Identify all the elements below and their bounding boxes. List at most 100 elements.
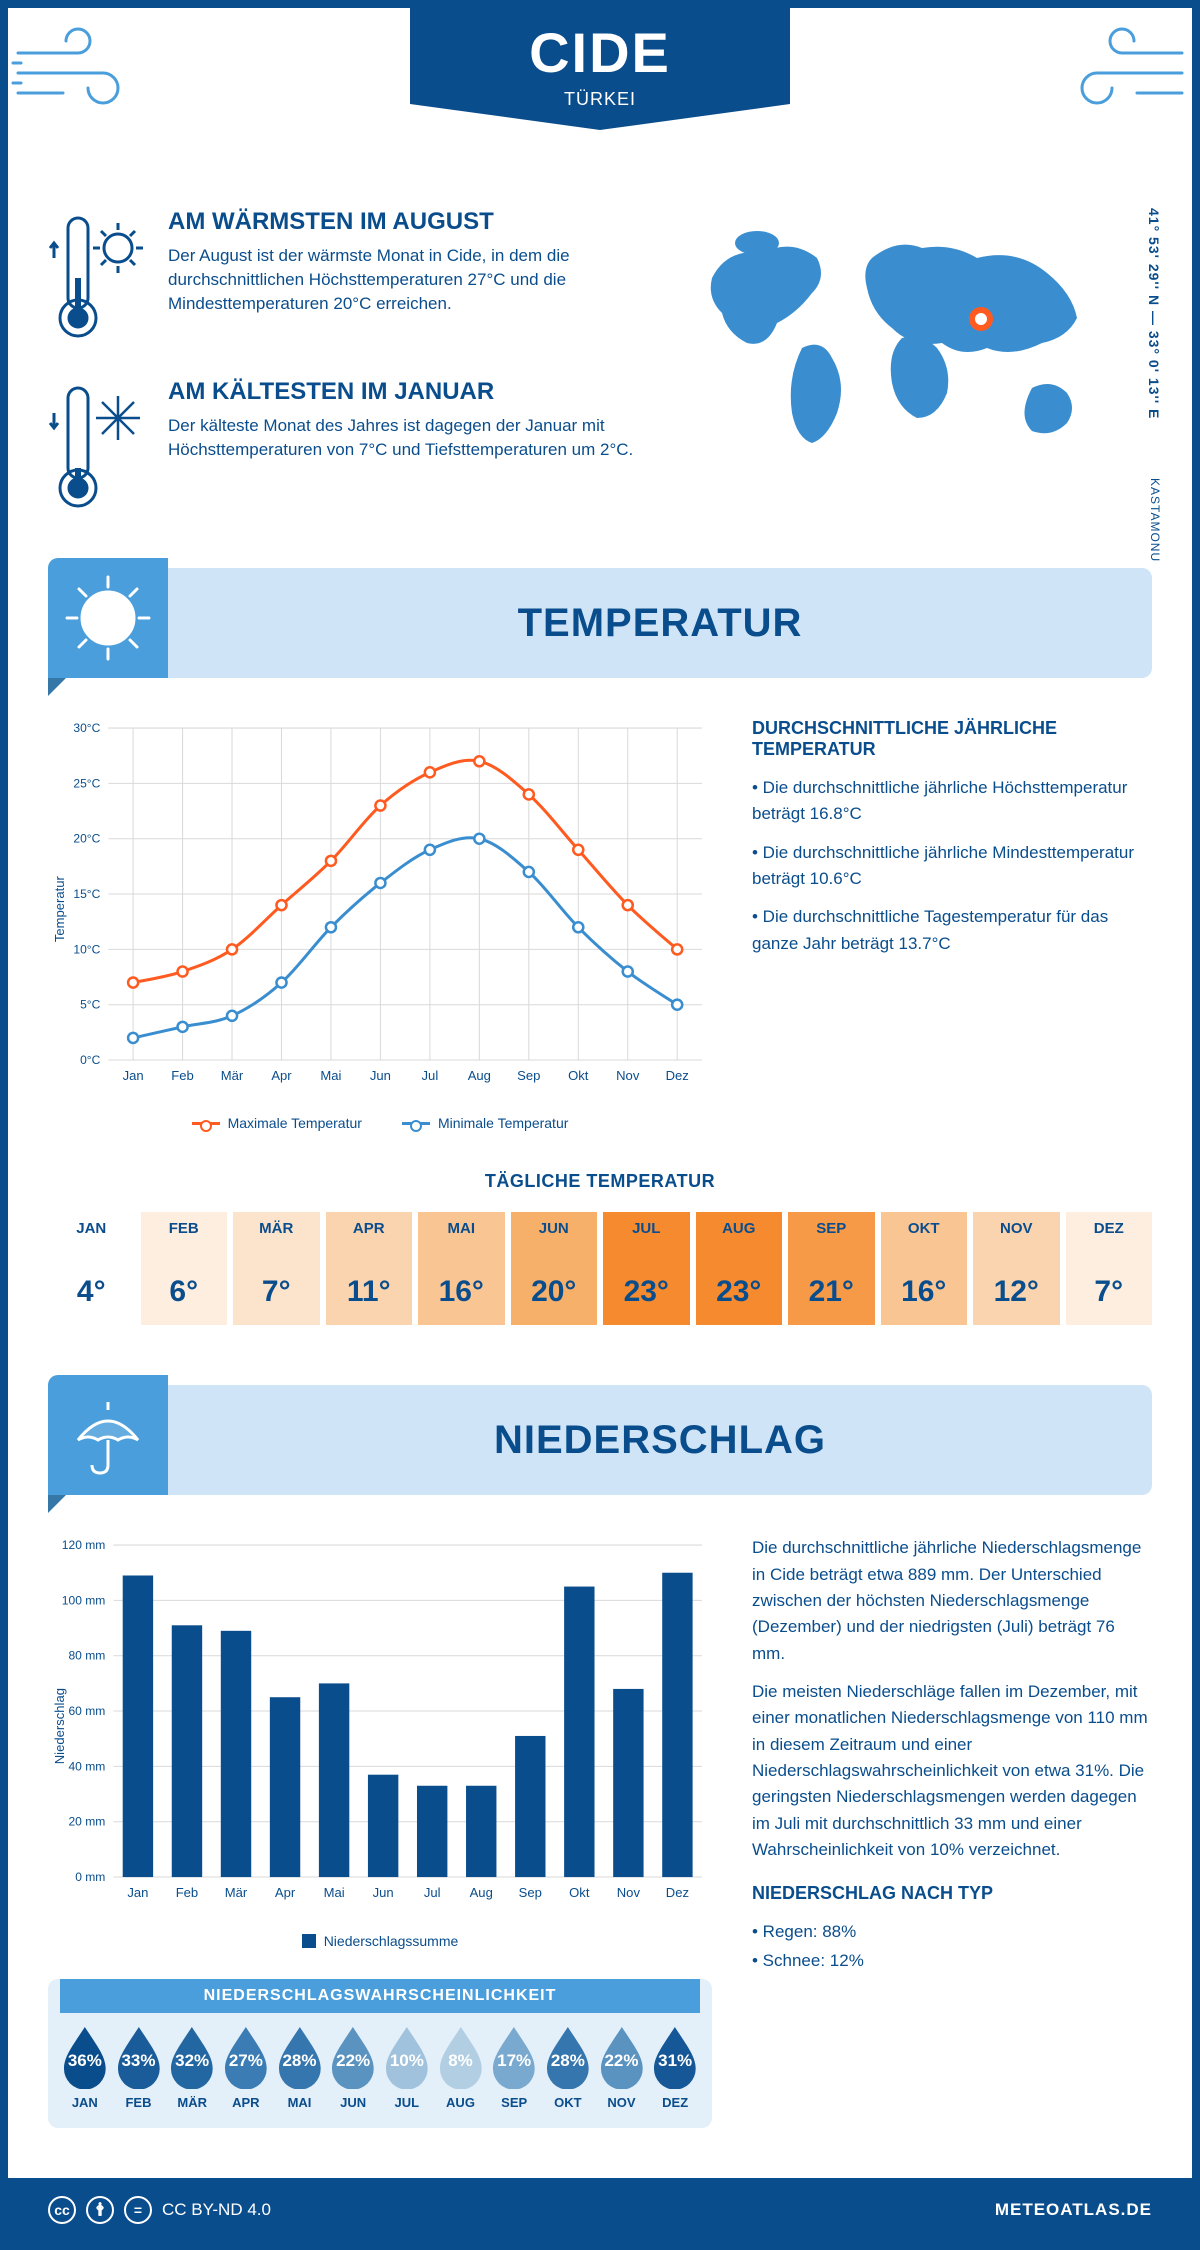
- umbrella-icon: [48, 1375, 168, 1495]
- svg-text:Jul: Jul: [424, 1885, 441, 1900]
- svg-text:Mai: Mai: [320, 1068, 341, 1083]
- svg-text:5°C: 5°C: [80, 998, 101, 1012]
- probability-cell: 22% NOV: [597, 2025, 647, 2111]
- svg-text:15°C: 15°C: [73, 887, 100, 901]
- cold-text: Der kälteste Monat des Jahres ist dagege…: [168, 414, 662, 462]
- location-marker: [969, 307, 993, 331]
- svg-text:Apr: Apr: [275, 1885, 296, 1900]
- region-label: KASTAMONU: [1148, 478, 1162, 562]
- precip-legend: Niederschlagssumme: [48, 1933, 712, 1949]
- probability-cell: 33% FEB: [114, 2025, 164, 2111]
- daily-temp-grid: JAN4°FEB6°MÄR7°APR11°MAI16°JUN20°JUL23°A…: [48, 1212, 1152, 1325]
- daily-temp-cell: FEB6°: [141, 1212, 228, 1325]
- legend-max: Maximale Temperatur: [228, 1115, 362, 1131]
- page-subtitle: TÜRKEI: [410, 89, 790, 110]
- svg-text:Dez: Dez: [666, 1885, 689, 1900]
- svg-text:Sep: Sep: [517, 1068, 540, 1083]
- temperature-text: DURCHSCHNITTLICHE JÄHRLICHE TEMPERATUR •…: [752, 718, 1152, 1131]
- daily-temp-cell: MÄR7°: [233, 1212, 320, 1325]
- svg-text:Okt: Okt: [568, 1068, 589, 1083]
- wind-icon: [8, 18, 148, 118]
- svg-text:Dez: Dez: [666, 1068, 689, 1083]
- avg-p1: • Die durchschnittliche jährliche Höchst…: [752, 775, 1152, 828]
- svg-text:Jan: Jan: [127, 1885, 148, 1900]
- temperature-title: TEMPERATUR: [168, 601, 1152, 646]
- world-map: [692, 208, 1122, 468]
- svg-text:Jun: Jun: [373, 1885, 394, 1900]
- warm-title: AM WÄRMSTEN IM AUGUST: [168, 208, 662, 236]
- header: CIDE TÜRKEI: [8, 8, 1192, 158]
- daily-temp-cell: JAN4°: [48, 1212, 135, 1325]
- svg-text:Aug: Aug: [470, 1885, 493, 1900]
- footer: cc 🛉 = CC BY-ND 4.0 METEOATLAS.DE: [8, 2178, 1192, 2242]
- probability-cell: 27% APR: [221, 2025, 271, 2111]
- precip-type-heading: NIEDERSCHLAG NACH TYP: [752, 1883, 1152, 1904]
- svg-text:Temperatur: Temperatur: [52, 875, 67, 942]
- svg-text:Niederschlag: Niederschlag: [52, 1688, 67, 1764]
- title-ribbon: CIDE TÜRKEI: [410, 0, 790, 130]
- temperature-chart: 0°C5°C10°C15°C20°C25°C30°CJanFebMärAprMa…: [48, 718, 712, 1100]
- svg-text:25°C: 25°C: [73, 776, 100, 790]
- page-title: CIDE: [410, 20, 790, 85]
- info-row: AM WÄRMSTEN IM AUGUST Der August ist der…: [48, 208, 1152, 548]
- legend-min: Minimale Temperatur: [438, 1115, 568, 1131]
- precip-text: Die durchschnittliche jährliche Niedersc…: [752, 1535, 1152, 2128]
- daily-temp-title: TÄGLICHE TEMPERATUR: [48, 1171, 1152, 1192]
- svg-text:40 mm: 40 mm: [68, 1760, 105, 1774]
- svg-text:Mär: Mär: [221, 1068, 244, 1083]
- avg-p3: • Die durchschnittliche Tagestemperatur …: [752, 904, 1152, 957]
- svg-text:30°C: 30°C: [73, 721, 100, 735]
- coordinates: 41° 53' 29'' N — 33° 0' 13'' E: [1146, 208, 1162, 419]
- legend-bar: Niederschlagssumme: [324, 1933, 459, 1949]
- precip-rain: • Regen: 88%: [752, 1919, 1152, 1945]
- cold-summary: AM KÄLTESTEN IM JANUAR Der kälteste Mona…: [48, 378, 662, 518]
- precipitation-chart: 0 mm20 mm40 mm60 mm80 mm100 mm120 mmNied…: [48, 1535, 712, 1917]
- svg-text:Mär: Mär: [225, 1885, 248, 1900]
- probability-cell: 22% JUN: [328, 2025, 378, 2111]
- wind-icon: [1052, 18, 1192, 118]
- svg-text:Jul: Jul: [422, 1068, 439, 1083]
- svg-text:Jun: Jun: [370, 1068, 391, 1083]
- svg-text:Feb: Feb: [171, 1068, 194, 1083]
- sun-icon: [48, 558, 168, 678]
- probability-cell: 32% MÄR: [167, 2025, 217, 2111]
- precip-p2: Die meisten Niederschläge fallen im Deze…: [752, 1679, 1152, 1863]
- by-icon: 🛉: [86, 2196, 114, 2224]
- svg-text:Jan: Jan: [123, 1068, 144, 1083]
- temperature-section-header: TEMPERATUR: [48, 568, 1152, 678]
- site-name: METEOATLAS.DE: [995, 2200, 1152, 2220]
- svg-text:80 mm: 80 mm: [68, 1649, 105, 1663]
- cc-icon: cc: [48, 2196, 76, 2224]
- temperature-legend: Maximale Temperatur Minimale Temperatur: [48, 1115, 712, 1131]
- svg-text:Mai: Mai: [324, 1885, 345, 1900]
- thermometer-hot-icon: [48, 208, 148, 348]
- probability-cell: 28% OKT: [543, 2025, 593, 2111]
- license-text: CC BY-ND 4.0: [162, 2200, 271, 2220]
- thermometer-cold-icon: [48, 378, 148, 518]
- daily-temp-cell: MAI16°: [418, 1212, 505, 1325]
- avg-p2: • Die durchschnittliche jährliche Mindes…: [752, 840, 1152, 893]
- svg-text:Okt: Okt: [569, 1885, 590, 1900]
- map-panel: 41° 53' 29'' N — 33° 0' 13'' E KASTAMONU: [692, 208, 1152, 548]
- svg-text:Nov: Nov: [617, 1885, 641, 1900]
- avg-heading: DURCHSCHNITTLICHE JÄHRLICHE TEMPERATUR: [752, 718, 1152, 760]
- probability-cell: 8% AUG: [436, 2025, 486, 2111]
- daily-temp-cell: APR11°: [326, 1212, 413, 1325]
- cold-title: AM KÄLTESTEN IM JANUAR: [168, 378, 662, 406]
- svg-text:100 mm: 100 mm: [62, 1594, 106, 1608]
- daily-temp-cell: OKT16°: [881, 1212, 968, 1325]
- daily-temp-cell: AUG23°: [696, 1212, 783, 1325]
- probability-title: NIEDERSCHLAGSWAHRSCHEINLICHKEIT: [60, 1979, 700, 2013]
- svg-text:0 mm: 0 mm: [75, 1870, 105, 1884]
- probability-cell: 36% JAN: [60, 2025, 110, 2111]
- daily-temp-cell: SEP21°: [788, 1212, 875, 1325]
- precip-snow: • Schnee: 12%: [752, 1948, 1152, 1974]
- svg-text:10°C: 10°C: [73, 942, 100, 956]
- probability-cell: 28% MAI: [275, 2025, 325, 2111]
- svg-text:20°C: 20°C: [73, 832, 100, 846]
- daily-temp-cell: JUN20°: [511, 1212, 598, 1325]
- precip-title: NIEDERSCHLAG: [168, 1418, 1152, 1463]
- svg-text:Aug: Aug: [468, 1068, 491, 1083]
- svg-text:0°C: 0°C: [80, 1053, 101, 1067]
- probability-panel: NIEDERSCHLAGSWAHRSCHEINLICHKEIT 36% JAN …: [48, 1979, 712, 2129]
